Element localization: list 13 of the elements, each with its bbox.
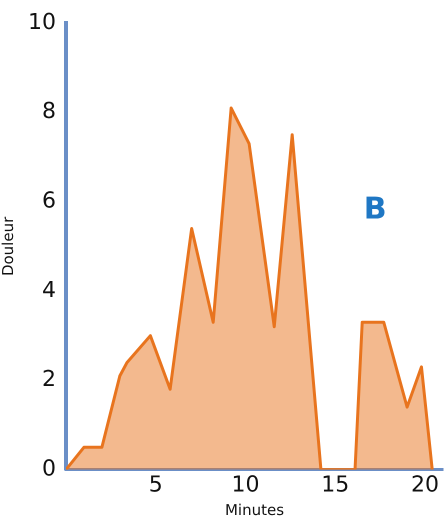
y-tick-label: 0	[42, 456, 56, 482]
y-tick-label: 10	[28, 10, 56, 35]
x-axis-title: Minutes	[224, 500, 284, 519]
annotation: B	[364, 191, 387, 226]
y-tick-label: 8	[42, 99, 56, 124]
y-tick-label: 6	[42, 188, 56, 214]
y-tick-label: 4	[42, 278, 56, 303]
x-tick-label: 20	[411, 472, 440, 498]
y-tick-label: 2	[42, 367, 56, 392]
x-tick-label: 10	[232, 472, 260, 498]
x-tick-label: 15	[321, 472, 350, 498]
y-axis-title: Douleur	[0, 216, 17, 276]
x-tick-label: 5	[148, 472, 163, 498]
